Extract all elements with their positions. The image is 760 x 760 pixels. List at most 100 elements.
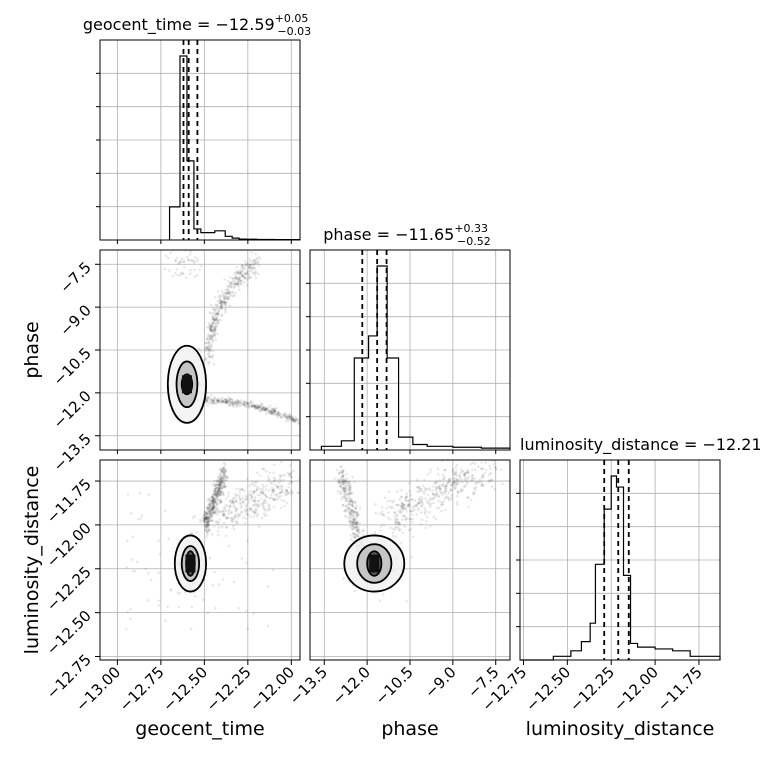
sample-point [455,478,459,481]
sample-point [216,513,219,516]
sample-point [211,499,214,503]
sample-point [463,473,466,477]
sample-point [204,513,207,516]
sample-point [189,259,193,262]
sample-point [247,266,251,270]
sample-point [209,344,212,348]
sample-point [343,510,346,513]
sample-point [350,511,354,514]
sample-point [211,503,215,507]
sample-point [378,599,382,602]
sample-point [126,610,129,614]
sample-point [346,503,350,506]
sample-point [196,257,199,261]
sample-point [234,492,237,496]
sample-point [444,487,447,491]
sample-point [423,512,427,516]
sample-point [354,520,358,523]
sample-point [264,408,268,411]
sample-point [218,487,221,491]
sample-point [215,401,219,405]
sample-point [287,416,291,419]
sample-point [220,525,224,529]
sample-point [245,503,248,506]
sample-point [207,340,211,344]
sample-point [209,505,212,509]
sample-point [241,403,245,407]
sample-point [397,503,401,507]
x-tick-label: −12.25 [203,663,255,715]
sample-point [215,303,218,307]
sample-point [211,511,215,514]
sample-point [219,501,222,504]
sample-point [240,264,244,267]
sample-point [273,478,277,481]
sample-point [248,406,252,409]
sample-point [265,514,268,517]
sample-point [460,488,463,492]
sample-point [226,517,230,520]
sample-point [247,269,251,273]
contour-line-1 [173,534,207,593]
sample-point [213,491,217,494]
sample-point [456,503,459,506]
sample-point [454,477,458,481]
sample-point [355,512,359,515]
sample-point [206,526,209,529]
sample-point [355,533,359,537]
sample-point [206,506,210,510]
sample-point [254,481,257,485]
sample-point [249,490,252,493]
sample-point [273,410,277,413]
x-tick-label: −10.5 [372,663,417,708]
sample-point [213,499,217,502]
sample-point [211,498,214,502]
y-tick-label: −13.5 [50,430,95,475]
sample-point [216,490,219,494]
sample-point [472,490,476,494]
sample-point [353,511,357,515]
sample-point [261,488,264,491]
sample-point [199,350,202,354]
sample-point [340,495,344,499]
sample-point [247,274,250,278]
sample-point [268,508,272,511]
sample-point [147,572,150,575]
sample-point [244,403,247,407]
sample-point [387,511,390,514]
sample-point [189,272,192,276]
sample-point [344,493,348,497]
sample-point [345,499,348,503]
y-tick-label: −12.00 [43,519,95,571]
sample-point [352,520,356,523]
sample-point [206,530,209,534]
sample-point [265,406,268,410]
sample-point [206,338,209,342]
sample-point [441,483,444,487]
sample-point [212,504,216,508]
sample-point [250,495,253,499]
sample-point [254,507,258,510]
sample-point [342,469,345,473]
sample-point [222,476,226,479]
sample-point [263,406,267,410]
sample-point [473,462,477,466]
sample-point [219,477,222,480]
sample-point [295,417,298,421]
sample-point [228,504,232,507]
sample-point [205,511,208,515]
sample-point [218,490,221,493]
sample-point [447,480,450,484]
sample-point [253,271,256,275]
sample-point [220,477,223,481]
sample-point [215,496,219,499]
sample-point [345,472,349,476]
sample-point [204,513,207,516]
sample-point [221,490,225,494]
sample-point [218,480,221,483]
sample-point [264,469,268,473]
sample-point [213,479,216,483]
sample-point [477,481,480,484]
sample-point [261,406,265,409]
sample-point [379,529,383,533]
